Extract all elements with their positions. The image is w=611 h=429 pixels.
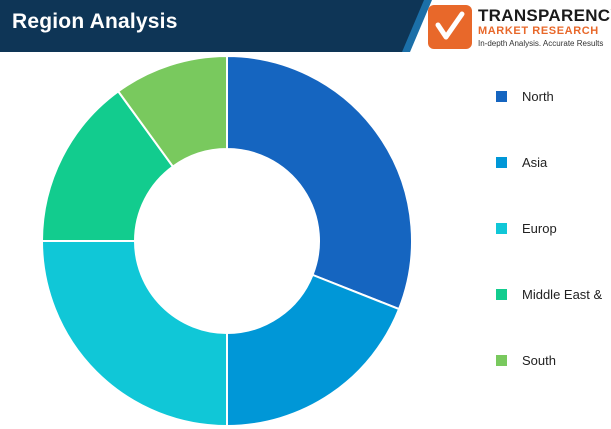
company-logo: TRANSPARENCY MARKET RESEARCH In-depth An… [428, 3, 611, 51]
legend-label: Asia [522, 155, 548, 170]
legend-label: Europ [522, 221, 557, 236]
logo-mark-icon [428, 5, 472, 49]
donut-slice-asia [226, 273, 401, 428]
legend-swatch [496, 91, 507, 102]
donut-slice-europ [40, 240, 228, 428]
logo-line2: MARKET RESEARCH [478, 25, 599, 37]
legend-label: South [522, 353, 556, 368]
donut-slice-middle-east [40, 89, 175, 242]
legend-swatch [496, 157, 507, 168]
page-title: Region Analysis [12, 10, 178, 33]
logo-check-stroke [435, 11, 465, 40]
donut-slice-north [226, 54, 413, 311]
legend-swatch [496, 289, 507, 300]
donut-slice-south [116, 54, 228, 168]
donut-slices [40, 54, 413, 428]
legend-label: North [522, 89, 554, 104]
logo-tagline: In-depth Analysis. Accurate Results [478, 39, 604, 48]
donut-chart [40, 54, 413, 428]
header-title-band [0, 0, 424, 52]
legend-swatch [496, 355, 507, 366]
legend-swatch [496, 223, 507, 234]
logo-line1: TRANSPARENCY [478, 6, 611, 25]
header: Region Analysis TRANSPARENCY MARKET RESE… [0, 0, 611, 52]
legend-label: Middle East & [522, 287, 603, 302]
header-band [0, 0, 432, 52]
